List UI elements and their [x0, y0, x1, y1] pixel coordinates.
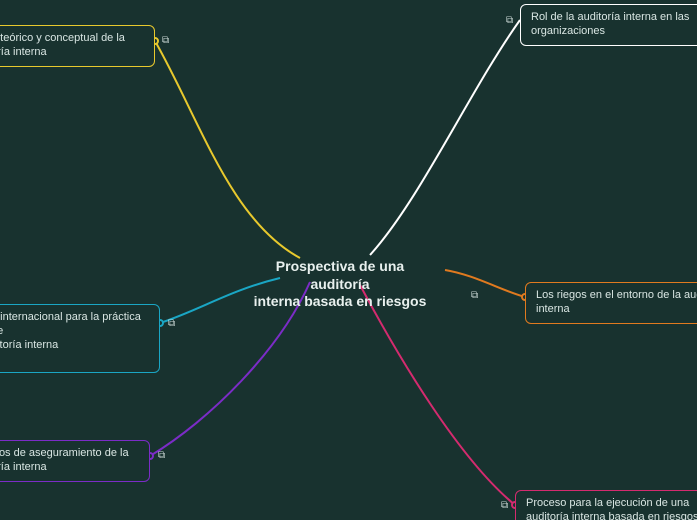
external-link-icon[interactable]: ⧉ — [162, 35, 169, 46]
edge — [360, 285, 515, 505]
external-link-icon[interactable]: ⧉ — [471, 290, 478, 301]
branch-node[interactable]: Rol de la auditoría interna en las organ… — [520, 4, 697, 46]
branch-node[interactable]: o internacional para la práctica de dito… — [0, 304, 160, 373]
external-link-icon[interactable]: ⧉ — [506, 15, 513, 26]
branch-node[interactable]: cios de aseguramiento de la oría interna — [0, 440, 150, 482]
external-link-icon[interactable]: ⧉ — [158, 450, 165, 461]
edge — [445, 270, 525, 297]
edge — [155, 41, 300, 258]
center-topic[interactable]: Prospectiva de una auditoría interna bas… — [235, 252, 445, 317]
edge — [370, 20, 520, 255]
mindmap-canvas: Prospectiva de una auditoría interna bas… — [0, 0, 697, 520]
external-link-icon[interactable]: ⧉ — [168, 318, 175, 329]
external-link-icon[interactable]: ⧉ — [501, 500, 508, 511]
branch-node[interactable]: Proceso para la ejecución de una auditor… — [515, 490, 697, 520]
branch-node[interactable]: o teórico y conceptual de la oría intern… — [0, 25, 155, 67]
branch-node[interactable]: Los riegos en el entorno de la audito in… — [525, 282, 697, 324]
